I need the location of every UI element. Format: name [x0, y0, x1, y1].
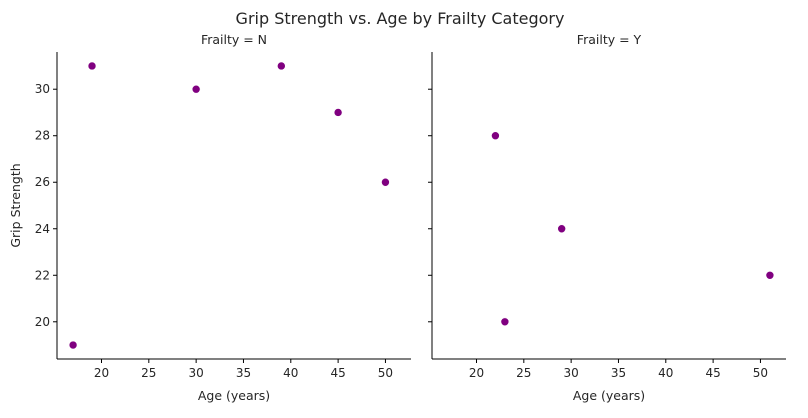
data-point: [191, 84, 201, 94]
y-tick-label: 22: [35, 268, 50, 282]
x-tick-label: 45: [330, 366, 345, 380]
x-tick-label: 40: [283, 366, 298, 380]
data-point: [491, 131, 500, 141]
x-tick-label: 30: [188, 366, 203, 380]
data-point: [277, 61, 286, 71]
data-point: [557, 224, 566, 234]
chart-title: Grip Strength vs. Age by Frailty Categor…: [236, 9, 565, 28]
data-point: [765, 270, 775, 280]
data-point: [500, 317, 510, 327]
y-tick-label: 20: [35, 315, 50, 329]
y-tick-label: 28: [35, 129, 50, 143]
x-tick-label: 20: [94, 366, 109, 380]
x-axis-label: Age (years): [198, 388, 270, 403]
x-tick-label: 50: [378, 366, 393, 380]
x-tick-label: 40: [658, 366, 673, 380]
panel-title: Frailty = Y: [577, 32, 642, 47]
y-tick-label: 26: [35, 175, 50, 189]
panel-2: Frailty = Y 20 25 30 35 40 45 50 Age (years): [428, 32, 786, 403]
panel-1: Frailty = N 20 25 30 35 40 45 50 20 22 24 26 28 30 Age…: [8, 32, 411, 403]
x-tick-label: 25: [516, 366, 531, 380]
x-tick-label: 50: [753, 366, 768, 380]
data-point: [87, 61, 97, 71]
data-point: [381, 177, 390, 187]
y-axis-label: Grip Strength: [8, 163, 23, 247]
data-point: [333, 108, 343, 117]
x-tick-label: 20: [469, 366, 484, 380]
x-tick-label: 45: [705, 366, 720, 380]
y-tick-label: 30: [35, 82, 50, 96]
x-tick-label: 25: [141, 366, 156, 380]
x-tick-label: 35: [236, 366, 251, 380]
x-tick-label: 35: [611, 366, 626, 380]
panel-title: Frailty = N: [201, 32, 267, 47]
panels-layer: Frailty = N 20 25 30 35 40 45 50 20 22 24 26 28 30 Age…: [8, 32, 786, 403]
y-tick-label: 24: [35, 222, 50, 236]
x-tick-label: 30: [563, 366, 578, 380]
data-point: [68, 340, 78, 350]
x-axis-label: Age (years): [573, 388, 645, 403]
